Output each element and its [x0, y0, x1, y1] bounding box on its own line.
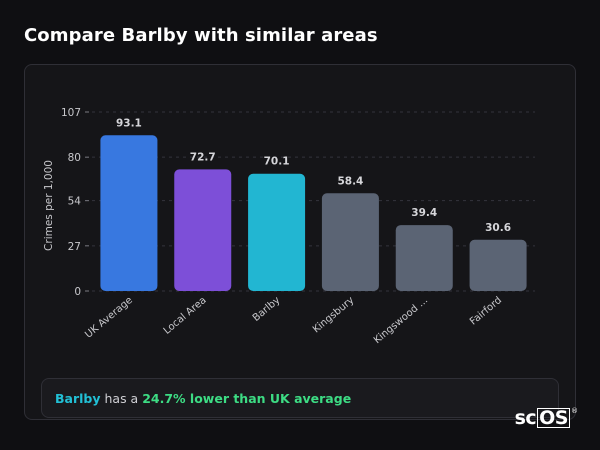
- logo-text: sc OS: [515, 407, 570, 429]
- bar: [100, 135, 158, 291]
- y-tick-label: 27: [68, 241, 81, 253]
- bar-value-label: 72.7: [190, 151, 216, 163]
- bar-chart: 0 27 54 80 107 Crimes per 1,000 93.1 UK Average…: [43, 107, 535, 346]
- bar: [469, 239, 527, 291]
- x-tick-label: Barlby: [251, 295, 283, 324]
- x-tick-label: Fairford: [468, 295, 504, 328]
- bar: [248, 173, 306, 291]
- y-tick-label: 0: [74, 286, 81, 298]
- logo-plain-text: sc: [514, 407, 537, 429]
- y-axis-label: Crimes per 1,000: [43, 160, 55, 251]
- y-tick-label: 54: [68, 196, 82, 208]
- summary-area-name: Barlby: [55, 391, 101, 406]
- y-tick-label: 107: [61, 107, 81, 119]
- bar: [174, 169, 232, 291]
- logo-boxed-text: OS: [537, 407, 570, 429]
- summary-connector-text: has a: [100, 391, 143, 406]
- x-tick-label: UK Average: [83, 295, 135, 341]
- bar-value-label: 39.4: [411, 207, 437, 219]
- x-tick-label: Kingsbury: [311, 295, 356, 336]
- bar-value-label: 30.6: [485, 222, 511, 234]
- bar-value-label: 58.4: [337, 175, 363, 187]
- summary-box: Barlby has a 24.7% lower than UK average: [41, 378, 559, 418]
- brand-logo: sc OS ®: [515, 407, 578, 429]
- x-tick-label: Local Area: [162, 295, 209, 337]
- bar: [395, 225, 453, 291]
- page-title: Compare Barlby with similar areas: [24, 25, 378, 46]
- bar: [321, 193, 379, 291]
- chart-card: 0 27 54 80 107 Crimes per 1,000 93.1 UK Average…: [24, 64, 576, 420]
- y-tick-label: 80: [68, 152, 81, 164]
- summary-difference: 24.7% lower than UK average: [142, 391, 352, 406]
- bar-value-label: 70.1: [264, 156, 290, 168]
- registered-mark: ®: [571, 407, 578, 415]
- bar-value-label: 93.1: [116, 117, 142, 129]
- x-tick-label: Kingswood ...: [372, 295, 430, 346]
